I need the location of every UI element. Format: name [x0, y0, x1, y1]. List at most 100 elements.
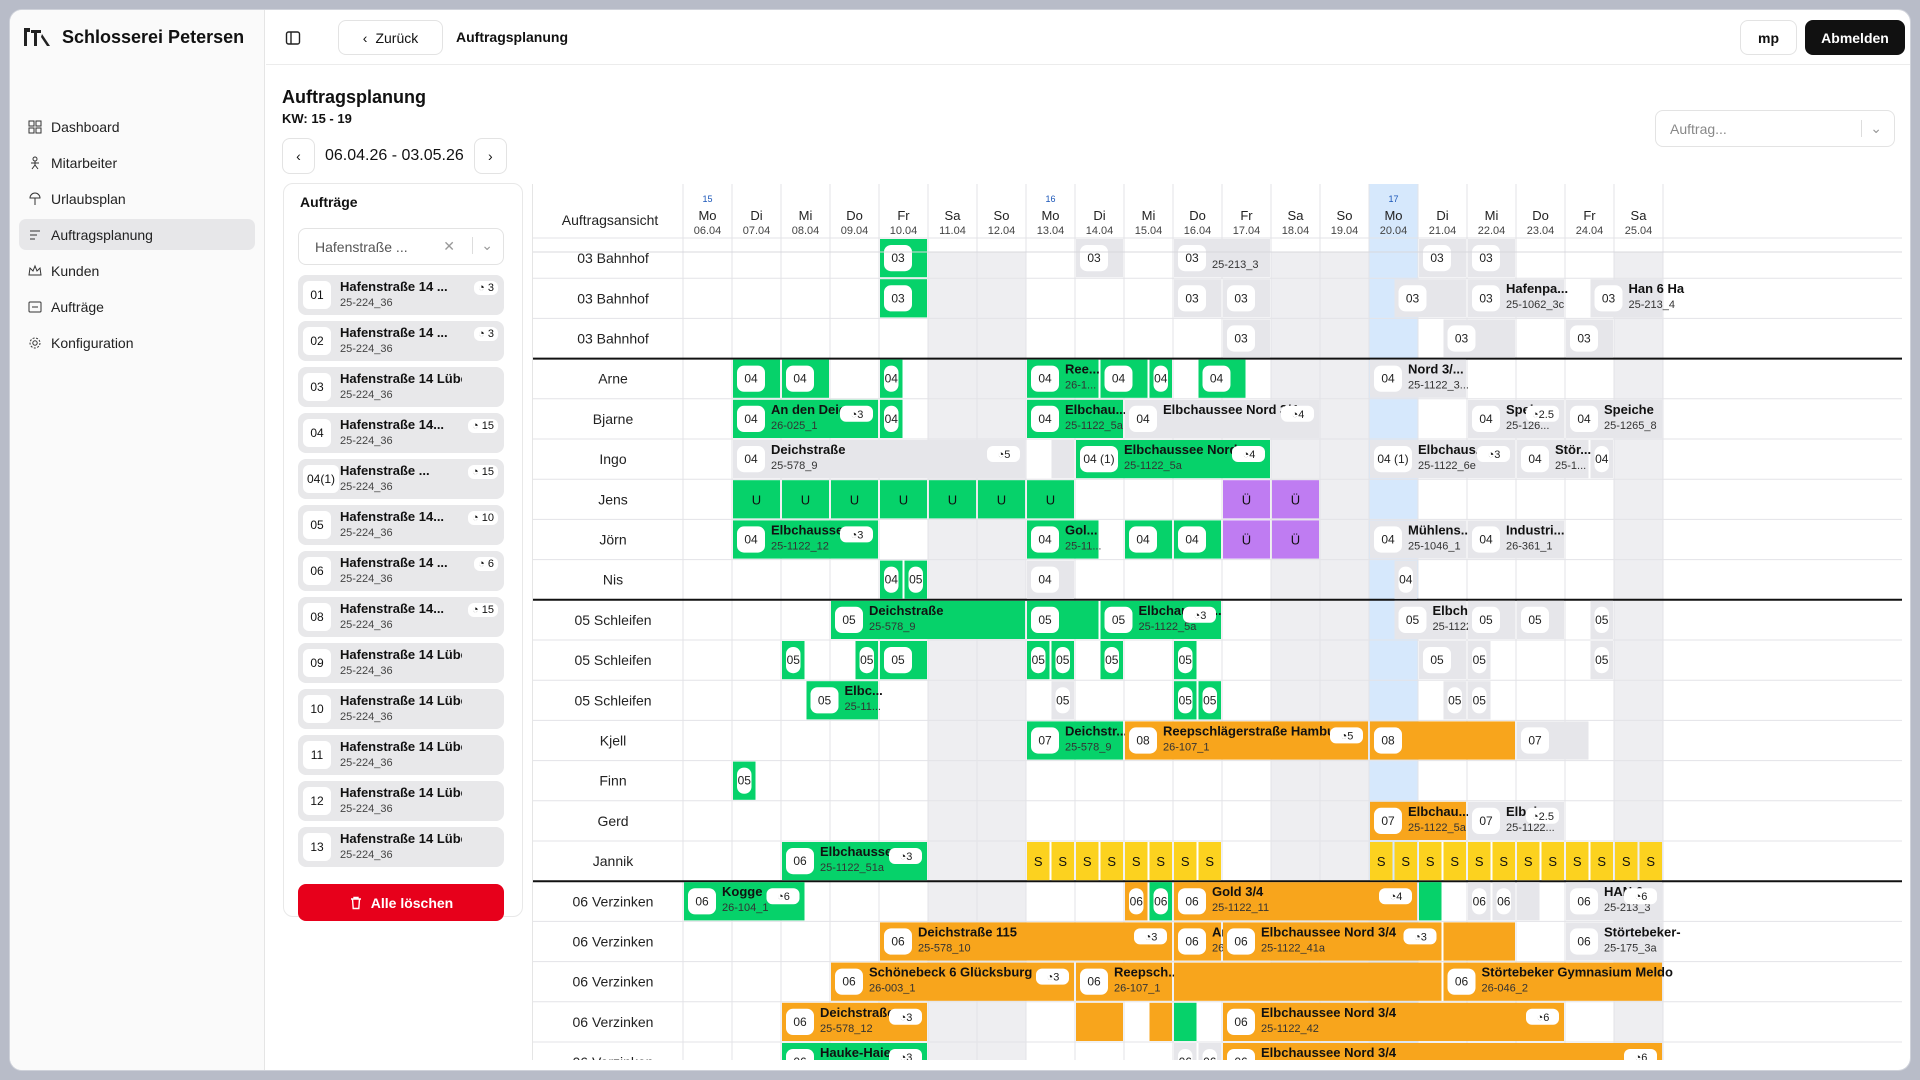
row-label[interactable]: 03 Bahnhof — [577, 290, 649, 306]
order-item[interactable]: 01 Hafenstraße 14 ... 25-224_36 ◔ 3 — [298, 275, 504, 315]
order-item[interactable]: 09 Hafenstraße 14 Lübeck 25-224_36 — [298, 643, 504, 683]
absence-cell[interactable] — [1198, 842, 1222, 881]
schedule-block[interactable] — [1443, 962, 1663, 1001]
schedule-block[interactable] — [1174, 1002, 1197, 1041]
delete-all-button[interactable]: Alle löschen — [298, 884, 504, 921]
schedule-block[interactable] — [831, 600, 1025, 639]
row-label[interactable]: Arne — [598, 371, 628, 387]
order-item[interactable]: 02 Hafenstraße 14 ... 25-224_36 ◔ 3 — [298, 321, 504, 361]
row-label[interactable]: Kjell — [600, 733, 626, 749]
absence-cell[interactable] — [1615, 842, 1638, 881]
schedule-block[interactable] — [1174, 962, 1442, 1001]
row-label[interactable]: 03 Bahnhof — [577, 250, 649, 266]
row-label[interactable]: Nis — [603, 572, 623, 588]
row-label[interactable]: 06 Verzinken — [573, 1014, 654, 1030]
schedule-block[interactable] — [1443, 922, 1516, 961]
absence-cell[interactable] — [1541, 842, 1565, 881]
user-button[interactable]: mp — [1740, 20, 1797, 55]
absence-cell[interactable] — [831, 480, 878, 519]
schedule-block[interactable] — [1149, 1002, 1173, 1041]
order-item[interactable]: 05 Hafenstraße 14... 25-224_36 ◔ 10 — [298, 505, 504, 545]
absence-cell[interactable] — [978, 480, 1025, 519]
next-range-button[interactable]: › — [473, 138, 507, 174]
row-label[interactable]: Ingo — [599, 451, 626, 467]
absence-cell[interactable] — [1076, 842, 1099, 881]
absence-cell[interactable] — [880, 480, 927, 519]
row-label[interactable]: 06 Verzinken — [573, 893, 654, 909]
absence-cell[interactable] — [1272, 480, 1319, 519]
chevron-down-icon[interactable]: ⌄ — [472, 237, 493, 254]
absence-cell[interactable] — [1100, 842, 1124, 881]
row-label[interactable]: 05 Schleifen — [574, 692, 651, 708]
sidebar-item-urlaubsplan[interactable]: Urlaubsplan — [19, 183, 255, 214]
sidebar-item-aufträge[interactable]: Aufträge — [19, 291, 255, 322]
auftrag-search-select[interactable]: Auftrag... ⌄ — [1655, 110, 1895, 147]
order-item[interactable]: 04 Hafenstraße 14... 25-224_36 ◔ 15 — [298, 413, 504, 453]
schedule-block[interactable] — [1174, 882, 1417, 921]
sidebar-item-konfiguration[interactable]: Konfiguration — [19, 327, 255, 358]
sidebar-item-auftragsplanung[interactable]: Auftragsplanung — [19, 219, 255, 250]
schedule-block[interactable] — [1223, 1002, 1564, 1041]
sidebar-item-kunden[interactable]: Kunden — [19, 255, 255, 286]
schedule-block[interactable] — [1076, 1002, 1123, 1041]
order-item[interactable]: 12 Hafenstraße 14 Lübeck 25-224_36 — [298, 781, 504, 821]
clear-icon[interactable]: ✕ — [443, 238, 455, 254]
absence-cell[interactable] — [1468, 842, 1491, 881]
row-label[interactable]: Finn — [599, 773, 626, 789]
row-label[interactable]: 06 Verzinken — [573, 974, 654, 990]
absence-cell[interactable] — [1566, 842, 1589, 881]
schedule-block[interactable] — [733, 440, 1025, 479]
order-filter-select[interactable]: Hafenstraße ... ✕ ⌄ — [298, 228, 504, 265]
row-label[interactable]: 06 Verzinken — [573, 1054, 654, 1060]
absence-cell[interactable] — [1272, 520, 1319, 559]
row-label[interactable]: 05 Schleifen — [574, 652, 651, 668]
absence-cell[interactable] — [1223, 480, 1270, 519]
absence-cell[interactable] — [1174, 842, 1197, 881]
order-item[interactable]: 08 Hafenstraße 14... 25-224_36 ◔ 15 — [298, 597, 504, 637]
absence-cell[interactable] — [1149, 842, 1173, 881]
absence-cell[interactable] — [929, 480, 976, 519]
order-item[interactable]: 10 Hafenstraße 14 Lübeck 25-224_36 — [298, 689, 504, 729]
order-item[interactable]: 04(1) Hafenstraße ... 25-224_36 ◔ 15 — [298, 459, 504, 499]
absence-cell[interactable] — [1590, 842, 1614, 881]
absence-cell[interactable] — [1419, 842, 1442, 881]
schedule-block[interactable] — [1517, 882, 1540, 921]
absence-cell[interactable] — [1223, 520, 1270, 559]
sidebar-toggle-button[interactable] — [278, 24, 308, 52]
row-label[interactable]: 03 Bahnhof — [577, 331, 649, 347]
absence-cell[interactable] — [1051, 842, 1075, 881]
back-button[interactable]: ‹ Zurück — [338, 20, 443, 55]
schedule-block[interactable] — [1419, 882, 1442, 921]
row-label[interactable]: Jannik — [593, 853, 634, 869]
absence-cell[interactable] — [1370, 842, 1393, 881]
order-item[interactable]: 03 Hafenstraße 14 Lübeck 25-224_36 — [298, 367, 504, 407]
order-item[interactable]: 13 Hafenstraße 14 Lübeck 25-224_36 — [298, 827, 504, 867]
absence-cell[interactable] — [1492, 842, 1516, 881]
row-label[interactable]: Jens — [598, 491, 628, 507]
row-label[interactable]: Gerd — [597, 813, 628, 829]
row-label[interactable]: 05 Schleifen — [574, 612, 651, 628]
absence-cell[interactable] — [1027, 480, 1074, 519]
sidebar-item-mitarbeiter[interactable]: Mitarbeiter — [19, 147, 255, 178]
row-label[interactable]: Bjarne — [593, 411, 634, 427]
schedule-block[interactable] — [1223, 1043, 1662, 1060]
schedule-block[interactable] — [1125, 721, 1368, 760]
schedule-block[interactable] — [831, 962, 1074, 1001]
logout-button[interactable]: Abmelden — [1805, 20, 1905, 55]
row-label[interactable]: 06 Verzinken — [573, 934, 654, 950]
schedule-block[interactable] — [1051, 440, 1075, 479]
absence-cell[interactable] — [1394, 842, 1418, 881]
absence-cell[interactable] — [1639, 842, 1663, 881]
prev-range-button[interactable]: ‹ — [282, 138, 315, 174]
absence-cell[interactable] — [1443, 842, 1467, 881]
order-item[interactable]: 06 Hafenstraße 14 ... 25-224_36 ◔ 6 — [298, 551, 504, 591]
row-label[interactable]: Jörn — [599, 532, 626, 548]
absence-cell[interactable] — [733, 480, 780, 519]
absence-cell[interactable] — [1517, 842, 1540, 881]
order-item[interactable]: 11 Hafenstraße 14 Lübeck 25-224_36 — [298, 735, 504, 775]
brand[interactable]: Schlosserei Petersen — [20, 24, 244, 50]
schedule-block[interactable] — [880, 922, 1172, 961]
absence-cell[interactable] — [1027, 842, 1050, 881]
sidebar-item-dashboard[interactable]: Dashboard — [19, 111, 255, 142]
absence-cell[interactable] — [782, 480, 829, 519]
